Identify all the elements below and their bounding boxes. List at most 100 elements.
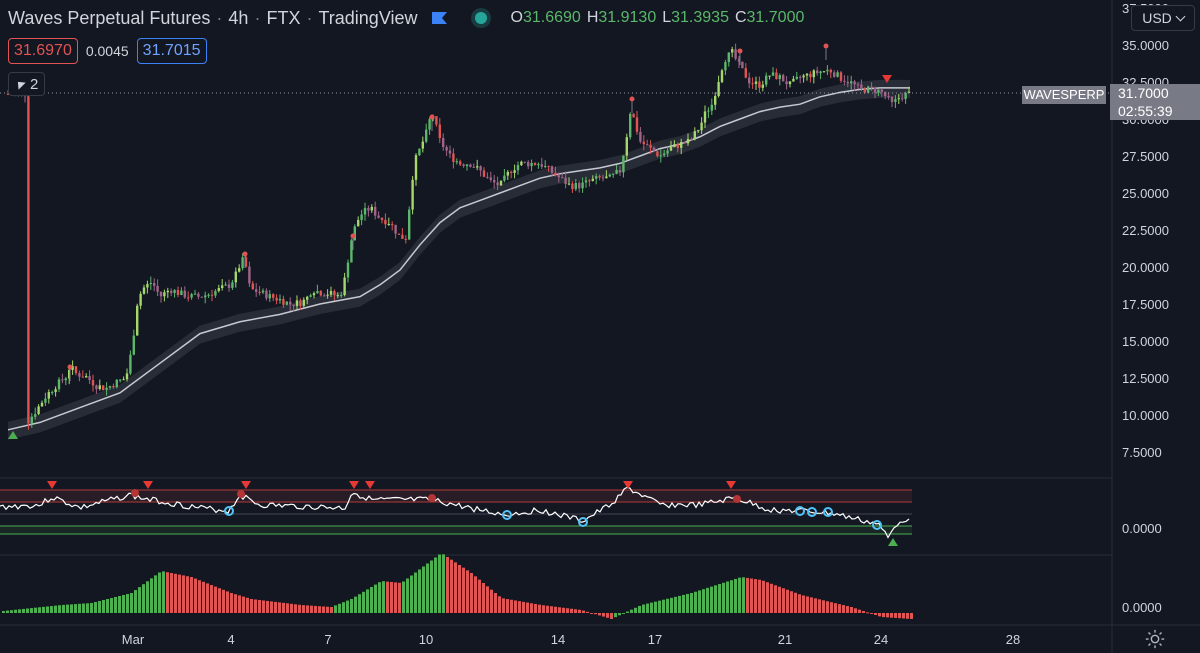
- histogram-bar: [170, 573, 173, 613]
- candle-body: [299, 300, 302, 306]
- histogram-bar: [446, 557, 449, 613]
- histogram-bar: [382, 581, 385, 613]
- buy-signal-marker: [8, 431, 18, 439]
- separator: ·: [216, 7, 223, 28]
- histogram-bar: [718, 584, 721, 613]
- histogram-bar: [702, 589, 705, 613]
- legend-header[interactable]: Waves Perpetual Futures · 4h · FTX · Tra…: [8, 7, 804, 29]
- price-axis[interactable]: 37.500035.000032.500030.000027.500025.00…: [1122, 1, 1169, 460]
- candle-body: [758, 81, 761, 88]
- chevron-down-icon: [1175, 11, 1186, 21]
- histogram-bar: [42, 606, 45, 613]
- histogram-bar: [734, 578, 737, 613]
- candle-body: [74, 366, 78, 374]
- low-value: 31.3935: [671, 9, 729, 26]
- histogram-bar: [574, 609, 577, 613]
- candle-body: [333, 291, 336, 296]
- candle-body: [761, 84, 764, 88]
- osc-low-ring: [795, 506, 805, 516]
- histogram-bar: [790, 591, 793, 613]
- source-label: TradingView: [318, 7, 418, 28]
- candle-body: [856, 84, 860, 86]
- histogram-bar: [262, 600, 265, 613]
- histogram-bar: [38, 607, 41, 613]
- osc-low-ring: [224, 506, 234, 516]
- pivot-high-dot: [350, 233, 356, 239]
- candle-body: [472, 166, 475, 168]
- histogram-bar: [182, 575, 185, 613]
- histogram-bar: [178, 574, 181, 613]
- candle-body: [680, 142, 683, 148]
- candle-body: [411, 179, 414, 210]
- histogram-bar: [654, 601, 657, 613]
- candle-body: [319, 290, 322, 296]
- buy-button[interactable]: 31.7015: [136, 38, 207, 64]
- histogram-bar: [146, 581, 149, 613]
- currency-select[interactable]: USD: [1131, 5, 1195, 31]
- separator: ·: [306, 7, 313, 28]
- candle-body: [890, 96, 894, 103]
- candle-body: [863, 87, 866, 93]
- osc-sell-marker: [726, 481, 736, 489]
- candle-body: [302, 299, 305, 306]
- candle-body: [513, 170, 516, 173]
- histogram-bar: [622, 613, 625, 614]
- candle-body: [833, 72, 836, 77]
- histogram-bar: [634, 607, 637, 613]
- candle-body: [197, 293, 200, 297]
- interval-label[interactable]: 4h: [228, 7, 249, 28]
- histogram-bar: [746, 577, 749, 613]
- candle-body: [476, 166, 479, 168]
- candle-body: [533, 162, 537, 165]
- sell-signal-marker: [882, 75, 892, 83]
- candle-body: [207, 294, 210, 296]
- gear-icon[interactable]: [1144, 628, 1166, 650]
- candle-body: [765, 75, 768, 85]
- time-axis[interactable]: Mar 4 7 10 14 17 21 24 28: [122, 632, 1020, 647]
- flag-icon[interactable]: [431, 12, 447, 24]
- symbol-title[interactable]: Waves Perpetual Futures: [8, 7, 211, 28]
- histogram-bar: [666, 598, 669, 613]
- histogram-bar: [910, 613, 913, 619]
- candle-body: [170, 290, 173, 294]
- sell-button[interactable]: 31.6970: [8, 38, 78, 64]
- candle-body: [363, 208, 367, 215]
- histogram-bar: [778, 586, 781, 613]
- histogram-bar: [14, 609, 17, 613]
- histogram-bar: [250, 599, 253, 613]
- histogram-bar: [898, 613, 901, 619]
- candle-body: [166, 290, 169, 293]
- candle-body: [771, 72, 775, 76]
- histogram-bar: [234, 594, 237, 613]
- histogram-bar: [542, 605, 545, 613]
- candle-body: [537, 164, 540, 166]
- high-value: 31.9130: [598, 9, 657, 26]
- candle-body: [435, 116, 438, 125]
- candle-body: [292, 304, 295, 306]
- histogram-bar: [418, 569, 421, 613]
- candle-body: [251, 283, 254, 290]
- histogram-bar: [346, 600, 349, 613]
- histogram-bar: [266, 600, 269, 613]
- histogram-bar: [858, 609, 861, 613]
- histogram-bar: [510, 599, 513, 613]
- indicators-toggle-button[interactable]: 2: [8, 72, 46, 96]
- histogram-bar: [818, 599, 821, 613]
- price-axis-tick: 27.5000: [1122, 149, 1169, 164]
- candle-body: [727, 52, 730, 63]
- pivot-high-dot: [823, 43, 829, 49]
- histogram-bar: [254, 599, 257, 613]
- histogram-bar: [494, 593, 497, 613]
- candle-body: [98, 385, 101, 390]
- histogram-bar: [850, 607, 853, 613]
- candle-body: [217, 288, 220, 291]
- separator: ·: [254, 7, 261, 28]
- candle-body: [418, 148, 421, 156]
- candle-body: [343, 277, 346, 296]
- histogram-bar: [118, 596, 121, 613]
- histogram-bar: [534, 603, 537, 613]
- histogram-bar: [322, 606, 325, 613]
- histogram-bar: [26, 608, 29, 613]
- candle-body: [744, 68, 747, 78]
